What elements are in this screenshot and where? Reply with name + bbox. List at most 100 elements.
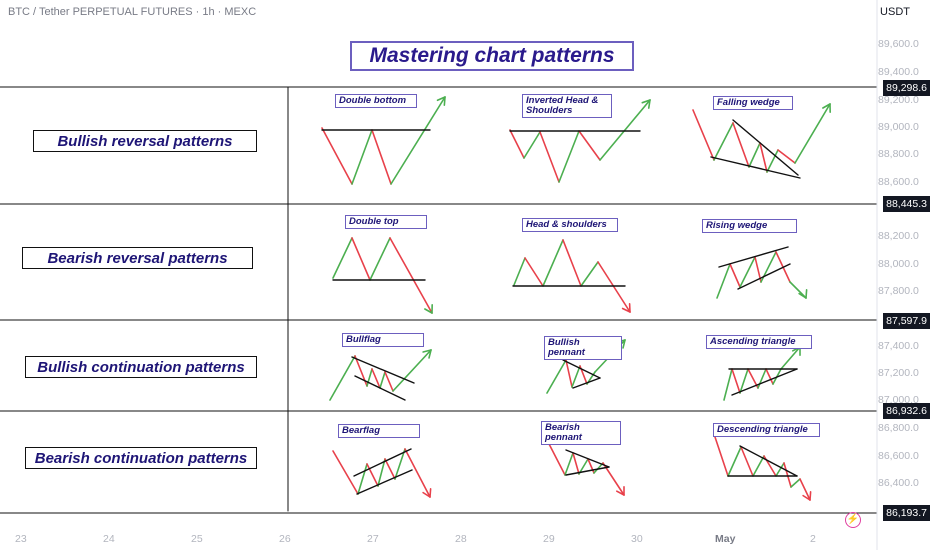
bullish-pennant-path bbox=[565, 359, 573, 388]
bullflag-path bbox=[379, 371, 386, 389]
ascending-triangle-path bbox=[780, 346, 801, 370]
arrowhead bbox=[621, 307, 631, 313]
support-line bbox=[731, 368, 798, 396]
flag-line bbox=[356, 469, 413, 495]
arrowhead bbox=[615, 490, 625, 496]
double-bottom-path bbox=[371, 129, 392, 185]
descending-triangle-path bbox=[790, 478, 801, 488]
bearflag-path bbox=[357, 463, 368, 495]
wedge-line bbox=[732, 119, 799, 176]
time-tick: May bbox=[715, 533, 736, 545]
bullflag-path bbox=[384, 371, 394, 392]
flag-line bbox=[354, 375, 406, 401]
rising-wedge-path bbox=[729, 263, 741, 288]
bearflag-path bbox=[366, 463, 379, 487]
currency-label[interactable]: USDT bbox=[880, 6, 910, 18]
bearflag-path bbox=[332, 450, 359, 495]
bullish-pennant-path bbox=[546, 359, 567, 394]
hs-path bbox=[513, 257, 526, 286]
bearish-pennant-path bbox=[602, 462, 625, 496]
arrowhead bbox=[802, 494, 811, 501]
double-top-path bbox=[369, 237, 391, 281]
pattern-label-bearflag: Bearflag bbox=[338, 424, 420, 438]
price-tick: 87,400.0 bbox=[878, 340, 919, 352]
descending-triangle-path bbox=[714, 436, 729, 477]
resistance-line bbox=[739, 445, 798, 477]
time-tick: 29 bbox=[543, 533, 555, 545]
pattern-label-falling-wedge: Falling wedge bbox=[713, 96, 793, 110]
price-tick: 86,600.0 bbox=[878, 450, 919, 462]
falling-wedge-path bbox=[794, 103, 831, 164]
lightning-icon[interactable]: ⚡ bbox=[845, 512, 861, 528]
falling-wedge-path bbox=[692, 109, 715, 161]
bearish-pennant-path bbox=[564, 452, 574, 476]
price-tick: 89,000.0 bbox=[878, 121, 919, 133]
flag-line bbox=[351, 356, 415, 384]
price-level-label: 89,298.6 bbox=[883, 80, 930, 96]
price-level-label: 86,193.7 bbox=[883, 505, 930, 521]
price-tick: 88,800.0 bbox=[878, 148, 919, 160]
category-bearish-continuation: Bearish continuation patterns bbox=[25, 447, 257, 469]
ascending-triangle-path bbox=[765, 368, 774, 385]
double-bottom-path bbox=[321, 127, 353, 185]
category-bullish-reversal: Bullish reversal patterns bbox=[33, 130, 257, 152]
pennant-line bbox=[572, 377, 601, 389]
bullflag-path bbox=[366, 368, 373, 387]
hs-path bbox=[580, 261, 599, 287]
ascending-triangle-path bbox=[723, 368, 733, 401]
time-tick: 30 bbox=[631, 533, 643, 545]
ascending-triangle-path bbox=[757, 368, 767, 389]
page-title: Mastering chart patterns bbox=[350, 41, 634, 71]
category-bullish-continuation: Bullish continuation patterns bbox=[25, 356, 257, 378]
time-tick: 2 bbox=[810, 533, 816, 545]
bearflag-path bbox=[404, 448, 431, 498]
hs-path bbox=[542, 239, 564, 287]
double-top-path bbox=[332, 237, 353, 279]
descending-triangle-path bbox=[727, 446, 742, 477]
price-tick: 89,200.0 bbox=[878, 94, 919, 106]
double-bottom-path bbox=[351, 129, 373, 185]
category-bearish-reversal: Bearish reversal patterns bbox=[22, 247, 253, 269]
wedge-line bbox=[737, 263, 791, 290]
descending-triangle-path bbox=[799, 478, 811, 501]
ascending-triangle-path bbox=[739, 368, 749, 394]
arrowhead bbox=[622, 339, 626, 349]
descending-triangle-path bbox=[752, 455, 765, 477]
price-level-label: 88,445.3 bbox=[883, 196, 930, 212]
arrowhead bbox=[429, 488, 432, 498]
pattern-label-ascending-triangle: Ascending triangle bbox=[706, 335, 812, 349]
price-level-label: 87,597.9 bbox=[883, 313, 930, 329]
falling-wedge-path bbox=[748, 142, 761, 168]
pattern-label-head-shoulders: Head & shoulders bbox=[522, 218, 618, 232]
bearish-pennant-path bbox=[578, 458, 589, 475]
descending-triangle-path bbox=[740, 446, 754, 477]
double-top-path bbox=[351, 237, 371, 281]
rising-wedge-path bbox=[739, 256, 756, 288]
price-tick: 89,400.0 bbox=[878, 66, 919, 78]
rising-wedge-path bbox=[789, 281, 807, 299]
bullflag-path bbox=[392, 349, 432, 392]
symbol-header: BTC / Tether PERPETUAL FUTURES · 1h · ME… bbox=[8, 6, 257, 18]
price-level-label: 86,932.6 bbox=[883, 403, 930, 419]
pattern-label-bullflag: Bullflag bbox=[342, 333, 424, 347]
inv-hs-path bbox=[578, 130, 601, 161]
falling-wedge-path bbox=[766, 149, 779, 173]
bullflag-path bbox=[371, 368, 381, 389]
arrowhead bbox=[805, 289, 808, 299]
inv-hs-path bbox=[523, 131, 541, 159]
price-tick: 86,400.0 bbox=[878, 477, 919, 489]
bearflag-path bbox=[394, 448, 406, 480]
flag-line bbox=[353, 448, 412, 477]
wedge-line bbox=[710, 156, 801, 179]
arrowhead bbox=[424, 308, 433, 314]
time-tick: 23 bbox=[15, 533, 27, 545]
pennant-line bbox=[562, 359, 601, 379]
pattern-label-bearish-pennant: Bearish pennant bbox=[541, 421, 621, 445]
bearish-pennant-path bbox=[546, 439, 566, 476]
hs-path bbox=[562, 239, 582, 287]
arrowhead bbox=[641, 99, 651, 104]
descending-triangle-path bbox=[775, 462, 785, 477]
arrowhead bbox=[422, 349, 432, 353]
